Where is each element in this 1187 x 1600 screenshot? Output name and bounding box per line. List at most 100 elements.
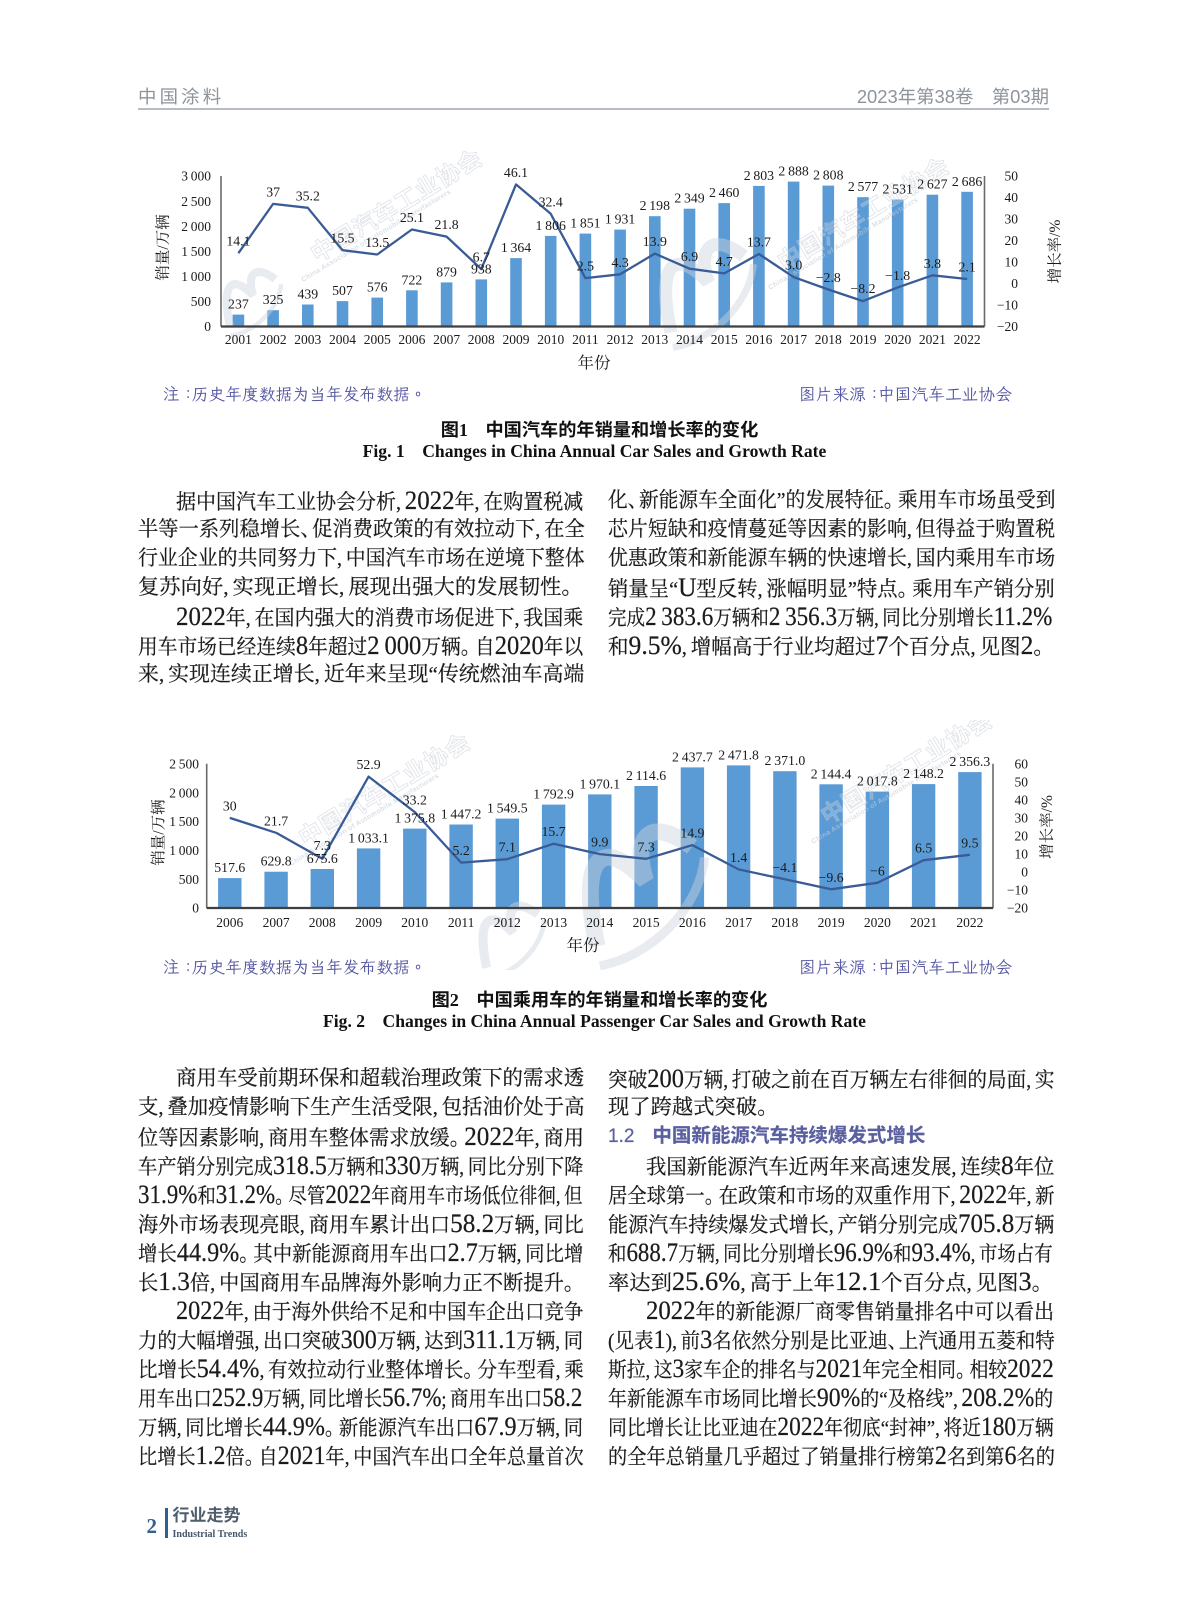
svg-text:15.5: 15.5 (330, 231, 354, 246)
svg-text:5.2: 5.2 (452, 843, 469, 858)
svg-text:9.9: 9.9 (591, 835, 608, 850)
svg-text:销量/万辆: 销量/万辆 (154, 214, 172, 281)
svg-text:1 549.5: 1 549.5 (487, 801, 528, 816)
svg-text:3 000: 3 000 (181, 169, 211, 184)
svg-text:13.5: 13.5 (365, 235, 389, 250)
svg-text:2009: 2009 (503, 332, 530, 347)
svg-text:2 500: 2 500 (181, 194, 211, 209)
svg-text:2008: 2008 (468, 332, 495, 347)
svg-text:21.7: 21.7 (264, 813, 288, 828)
svg-text:2006: 2006 (216, 915, 243, 930)
svg-text:30: 30 (1005, 212, 1019, 227)
svg-text:7.3: 7.3 (637, 839, 654, 854)
svg-text:−20: −20 (1007, 901, 1028, 916)
svg-text:2 888: 2 888 (778, 164, 808, 179)
svg-text:52.9: 52.9 (357, 757, 381, 772)
svg-text:2010: 2010 (537, 332, 564, 347)
svg-text:2016: 2016 (679, 915, 706, 930)
svg-text:500: 500 (179, 872, 200, 887)
svg-text:2013: 2013 (641, 332, 668, 347)
svg-text:2006: 2006 (398, 332, 425, 347)
svg-text:2014: 2014 (676, 332, 703, 347)
svg-text:2020: 2020 (864, 915, 891, 930)
svg-text:879: 879 (436, 264, 457, 279)
svg-text:0: 0 (1021, 865, 1028, 880)
svg-text:517.6: 517.6 (214, 860, 245, 875)
svg-text:30: 30 (223, 798, 237, 813)
svg-text:6.7: 6.7 (473, 250, 490, 265)
svg-text:2001: 2001 (225, 332, 252, 347)
svg-text:629.8: 629.8 (261, 854, 292, 869)
svg-text:1 806: 1 806 (536, 218, 566, 233)
svg-text:2 437.7: 2 437.7 (672, 749, 713, 764)
svg-text:33.2: 33.2 (403, 793, 427, 808)
svg-text:32.4: 32.4 (539, 194, 563, 209)
svg-text:2021: 2021 (919, 332, 946, 347)
svg-text:−9.6: −9.6 (819, 870, 844, 885)
svg-text:4.3: 4.3 (611, 255, 628, 270)
svg-text:21.8: 21.8 (435, 217, 459, 232)
svg-text:938: 938 (471, 261, 492, 276)
svg-text:50: 50 (1005, 169, 1019, 184)
svg-text:1 500: 1 500 (181, 244, 211, 259)
svg-text:15.7: 15.7 (542, 824, 566, 839)
svg-text:2020: 2020 (884, 332, 911, 347)
svg-text:增长率/%: 增长率/% (1046, 220, 1064, 284)
svg-text:2004: 2004 (329, 332, 356, 347)
svg-text:2010: 2010 (401, 915, 428, 930)
svg-text:2 114.6: 2 114.6 (626, 768, 666, 783)
svg-text:2016: 2016 (745, 332, 772, 347)
svg-text:增长率/%: 增长率/% (1038, 795, 1056, 859)
svg-text:2008: 2008 (309, 915, 336, 930)
svg-text:40: 40 (1005, 190, 1019, 205)
svg-text:2.5: 2.5 (577, 259, 594, 274)
svg-text:60: 60 (1015, 757, 1029, 772)
svg-text:−2.8: −2.8 (816, 270, 841, 285)
svg-text:−10: −10 (997, 298, 1018, 313)
svg-text:13.9: 13.9 (643, 234, 667, 249)
svg-text:1 000: 1 000 (169, 843, 199, 858)
svg-text:2003: 2003 (294, 332, 321, 347)
svg-text:507: 507 (332, 283, 353, 298)
svg-text:40: 40 (1015, 793, 1029, 808)
svg-text:2 349: 2 349 (674, 191, 704, 206)
svg-text:4.7: 4.7 (716, 254, 733, 269)
svg-text:0: 0 (204, 319, 211, 334)
svg-text:2 686: 2 686 (952, 174, 982, 189)
svg-text:10: 10 (1005, 255, 1019, 270)
svg-text:1 000: 1 000 (181, 269, 211, 284)
svg-text:576: 576 (367, 280, 388, 295)
svg-text:20: 20 (1005, 233, 1019, 248)
svg-text:2 017.8: 2 017.8 (857, 774, 898, 789)
svg-text:46.1: 46.1 (504, 165, 528, 180)
svg-text:0: 0 (1011, 276, 1018, 291)
svg-text:1 970.1: 1 970.1 (579, 776, 620, 791)
svg-text:1 931: 1 931 (605, 212, 635, 227)
svg-text:439: 439 (297, 287, 318, 302)
svg-text:1 375.8: 1 375.8 (394, 811, 435, 826)
svg-text:2011: 2011 (448, 915, 475, 930)
svg-text:0: 0 (192, 901, 199, 916)
svg-text:2 460: 2 460 (709, 185, 739, 200)
svg-text:14.1: 14.1 (226, 234, 250, 249)
svg-text:14.9: 14.9 (680, 826, 704, 841)
svg-text:2 803: 2 803 (744, 168, 774, 183)
svg-text:1 447.2: 1 447.2 (441, 807, 482, 822)
svg-text:10: 10 (1015, 847, 1029, 862)
svg-text:7.3: 7.3 (314, 838, 331, 853)
svg-text:35.2: 35.2 (296, 188, 320, 203)
svg-text:1 364: 1 364 (501, 240, 531, 255)
svg-text:2 000: 2 000 (169, 785, 199, 800)
svg-text:25.1: 25.1 (400, 210, 424, 225)
svg-text:2018: 2018 (815, 332, 842, 347)
svg-text:2 148.2: 2 148.2 (903, 766, 944, 781)
svg-text:年份: 年份 (578, 354, 612, 373)
svg-text:13.7: 13.7 (747, 235, 771, 250)
svg-text:3.0: 3.0 (785, 258, 802, 273)
svg-text:1 851: 1 851 (570, 216, 600, 231)
svg-text:2011: 2011 (572, 332, 599, 347)
svg-text:2009: 2009 (355, 915, 382, 930)
svg-text:2022: 2022 (954, 332, 981, 347)
svg-text:1 792.9: 1 792.9 (533, 787, 574, 802)
svg-text:2 531: 2 531 (883, 182, 913, 197)
